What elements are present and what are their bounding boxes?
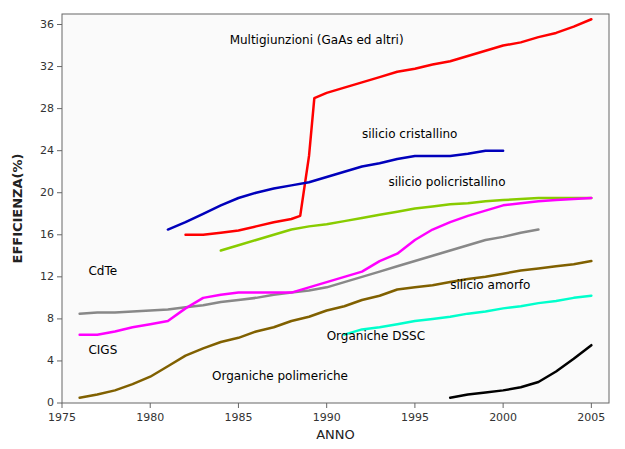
annotation: silicio cristallino (362, 127, 457, 141)
x-tick-label: 1990 (313, 411, 341, 424)
series-line (80, 261, 592, 398)
y-tick (57, 276, 62, 277)
y-tick (57, 318, 62, 319)
x-tick (326, 403, 327, 408)
plot-frame (62, 14, 609, 403)
y-tick (57, 66, 62, 67)
x-tick (414, 403, 415, 408)
y-tick-label: 16 (40, 228, 54, 241)
annotation: Organiche polimeriche (212, 369, 348, 383)
y-tick (57, 234, 62, 235)
series-line (450, 345, 591, 398)
x-tick-label: 1995 (401, 411, 429, 424)
chart: 0 4 8 12 16 20 24 28 32 36 1975 1980 1985 1990 1995 200… (0, 0, 625, 449)
annotation: silicio amorfo (450, 278, 530, 292)
series-line (80, 198, 592, 335)
series-line (221, 198, 592, 251)
y-tick-label: 12 (40, 270, 54, 283)
x-tick-label: 1980 (136, 411, 164, 424)
y-tick-label: 36 (40, 18, 54, 31)
y-tick (57, 192, 62, 193)
plot-area (62, 14, 609, 403)
x-tick (503, 403, 504, 408)
x-tick (591, 403, 592, 408)
y-tick (57, 108, 62, 109)
y-tick-label: 32 (40, 60, 54, 73)
y-tick-label: 0 (47, 396, 54, 409)
y-tick-label: 4 (47, 354, 54, 367)
x-tick-label: 1985 (224, 411, 252, 424)
y-tick (57, 24, 62, 25)
y-tick (57, 403, 62, 404)
series-line (80, 230, 539, 314)
lines (80, 19, 592, 397)
y-tick-label: 28 (40, 102, 54, 115)
x-tick-label: 2005 (577, 411, 605, 424)
series-line (168, 151, 503, 230)
annotation: Organiche DSSC (327, 329, 425, 343)
axes: 0 4 8 12 16 20 24 28 32 36 1975 1980 1985 1990 1995 200… (40, 18, 605, 424)
y-tick (57, 150, 62, 151)
annotation: CdTe (88, 264, 117, 278)
x-tick (150, 403, 151, 408)
x-axis-label: ANNO (316, 427, 355, 442)
y-tick-label: 24 (40, 144, 54, 157)
y-axis-label: EFFICIENZA(%) (10, 153, 25, 263)
annotations: Multigiunzioni (GaAs ed altri) silicio cr… (88, 33, 530, 383)
annotation: CIGS (88, 343, 117, 357)
x-tick (62, 403, 63, 408)
annotation: Multigiunzioni (GaAs ed altri) (230, 33, 404, 47)
y-tick (57, 360, 62, 361)
x-tick-label: 2000 (489, 411, 517, 424)
x-tick (238, 403, 239, 408)
y-tick-label: 20 (40, 186, 54, 199)
y-tick-label: 8 (47, 312, 54, 325)
x-tick-label: 1975 (48, 411, 76, 424)
annotation: silicio policristallino (388, 175, 505, 189)
